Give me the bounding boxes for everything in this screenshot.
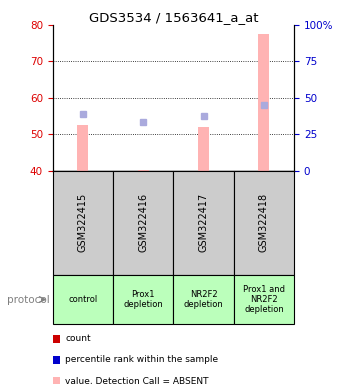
Text: Prox1 and
NR2F2
depletion: Prox1 and NR2F2 depletion (243, 285, 285, 314)
Text: NR2F2
depletion: NR2F2 depletion (184, 290, 223, 309)
Text: control: control (68, 295, 98, 304)
Text: percentile rank within the sample: percentile rank within the sample (65, 356, 218, 364)
Text: protocol: protocol (7, 295, 50, 305)
Bar (78, 125, 88, 171)
Text: count: count (65, 334, 91, 343)
Text: value, Detection Call = ABSENT: value, Detection Call = ABSENT (65, 377, 209, 384)
Bar (198, 127, 209, 171)
Text: GSM322417: GSM322417 (199, 193, 208, 252)
Text: GSM322415: GSM322415 (78, 193, 88, 252)
Text: Prox1
depletion: Prox1 depletion (123, 290, 163, 309)
Title: GDS3534 / 1563641_a_at: GDS3534 / 1563641_a_at (89, 11, 258, 24)
Text: GSM322418: GSM322418 (259, 193, 269, 252)
Bar (138, 170, 149, 171)
Bar (258, 34, 269, 171)
Text: GSM322416: GSM322416 (138, 193, 148, 252)
